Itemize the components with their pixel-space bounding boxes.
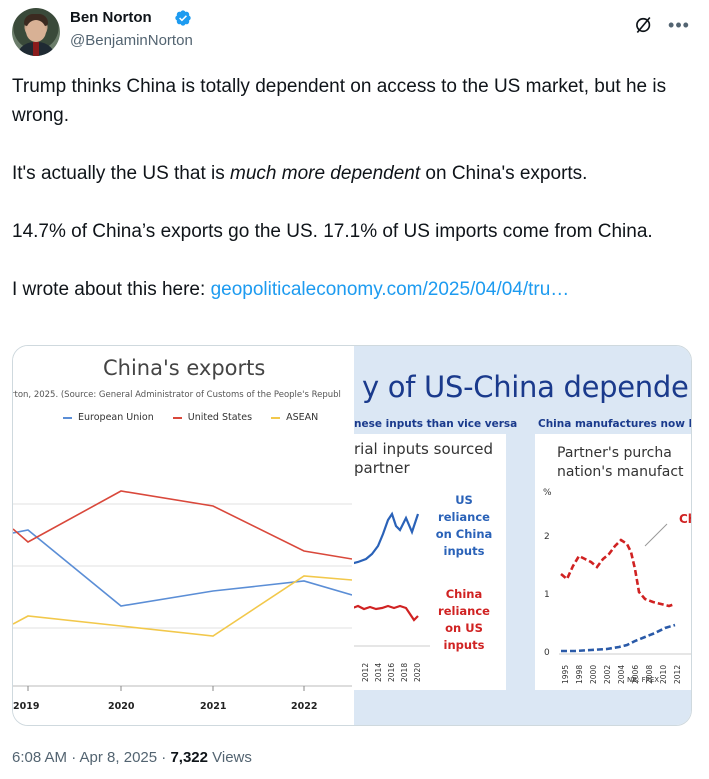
chart-source: rton, 2025. (Source: General Administrat… (13, 390, 341, 400)
chart-title: China's exports (103, 356, 266, 380)
legend-item-asean: ASEAN (271, 412, 318, 423)
chart-legend: European Union United States ASEAN (63, 412, 334, 423)
reliance-lines (354, 511, 430, 647)
china-series-label: Ch (679, 512, 691, 526)
year-label: 1995 (561, 664, 570, 684)
year-label: 2010 (659, 664, 668, 684)
percent-axis-label: % (543, 488, 552, 498)
y-tick-label: 2 (544, 532, 550, 542)
verified-badge-icon[interactable] (174, 9, 192, 27)
purchase-lines (559, 523, 691, 655)
exports-line-chart (13, 490, 352, 691)
tweet-paragraph: Trump thinks China is totally dependent … (12, 76, 667, 126)
x-tick-label: 2022 (291, 701, 318, 712)
slide-subtitle-left: nese inputs than vice versa (354, 418, 518, 430)
author-name[interactable]: Ben Norton (70, 9, 152, 26)
more-options-icon[interactable]: ••• (668, 15, 690, 35)
year-label: 2012 (361, 662, 370, 682)
tweet-text: Trump thinks China is totally dependent … (12, 72, 697, 304)
tweet-meta: 6:08 AM · Apr 8, 2025 · 7,322 Views (12, 749, 252, 766)
year-label: 2004 (617, 664, 626, 684)
author-handle[interactable]: @BenjaminNorton (70, 32, 193, 49)
x-tick-label: 2019 (13, 701, 40, 712)
x-tick-label: 2021 (200, 701, 227, 712)
year-label: 2012 (673, 664, 682, 684)
tweet-paragraph: 14.7% of China’s exports go the US. 17.1… (12, 221, 653, 242)
series-line-united-states (13, 490, 352, 560)
views-count: 7,322 (170, 749, 208, 766)
year-label: 2018 (400, 662, 409, 682)
year-label: 2020 (413, 662, 422, 682)
series-line-asean (13, 575, 352, 637)
tweet-header: Ben Norton @BenjaminNorton ••• (12, 4, 697, 60)
x-tick-label: 2020 (108, 701, 135, 712)
year-label: 1998 (575, 664, 584, 684)
article-link[interactable]: geopoliticaleconomy.com/2025/04/04/tru… (210, 279, 570, 300)
slide-subtitle-right: China manufactures now les (538, 418, 692, 430)
grok-icon[interactable] (634, 15, 654, 35)
us-reliance-label: US reliance on China inputs (435, 493, 493, 558)
avatar[interactable] (12, 8, 60, 56)
year-label: 2014 (374, 662, 383, 682)
y-tick-label: 0 (544, 648, 550, 658)
panel-title: Partner's purcha nation's manufact (557, 445, 684, 480)
panel-title: rial inputs sourced partner (354, 440, 493, 477)
avatar-tie (33, 42, 39, 56)
legend-item-us: United States (172, 412, 252, 423)
panel-inputs-sourced: rial inputs sourced partner US reliance on … (354, 434, 506, 690)
slide-title: y of US-China dependenci (362, 370, 691, 404)
year-label: 2016 (387, 662, 396, 682)
footnote: NB: FPEX (627, 676, 660, 684)
panel-partner-purchases: Partner's purcha nation's manufact % 2 1 … (535, 434, 691, 690)
avatar-face (26, 20, 46, 42)
tweet-paragraph: It's actually the US that is much more d… (12, 163, 588, 184)
tweet-paragraph: I wrote about this here: geopoliticaleco… (12, 279, 570, 300)
year-label: 2000 (589, 664, 598, 684)
views-label: Views (207, 749, 252, 766)
year-label: 2002 (603, 664, 612, 684)
y-tick-label: 1 (544, 590, 550, 600)
legend-item-eu: European Union (63, 412, 154, 423)
china-reliance-label: China reliance on US inputs (438, 587, 490, 652)
tweet-timestamp[interactable]: 6:08 AM · Apr 8, 2025 · (12, 749, 171, 766)
media-image-china-exports[interactable]: China's exports rton, 2025. (Source: Gen… (13, 346, 352, 725)
tweet-media[interactable]: China's exports rton, 2025. (Source: Gen… (12, 345, 692, 726)
media-image-dependency-slide[interactable]: y of US-China dependenci nese inputs tha… (354, 346, 692, 725)
series-line-european-union (13, 529, 352, 607)
